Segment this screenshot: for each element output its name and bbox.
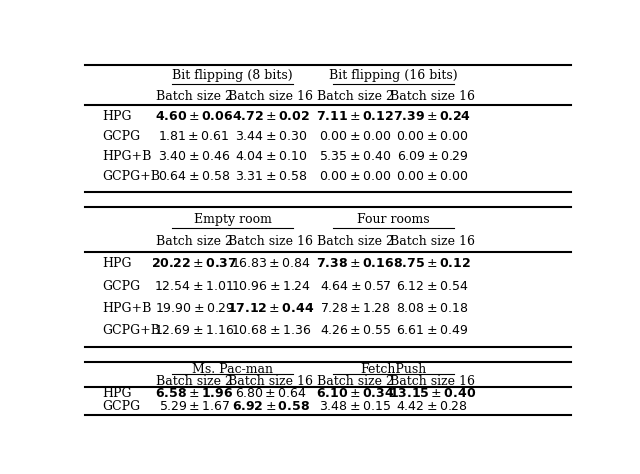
Text: $4.64 \pm 0.57$: $4.64 \pm 0.57$ bbox=[320, 280, 391, 292]
Text: FetchPush: FetchPush bbox=[360, 363, 427, 375]
Text: HPG: HPG bbox=[102, 387, 132, 400]
Text: Batch size 2: Batch size 2 bbox=[156, 235, 232, 248]
Text: $\mathbf{4.60} \pm \mathbf{0.06}$: $\mathbf{4.60} \pm \mathbf{0.06}$ bbox=[155, 110, 233, 123]
Text: $8.08 \pm 0.18$: $8.08 \pm 0.18$ bbox=[396, 302, 468, 315]
Text: Batch size 2: Batch size 2 bbox=[317, 375, 394, 388]
Text: $0.64 \pm 0.58$: $0.64 \pm 0.58$ bbox=[158, 170, 230, 183]
Text: $4.26 \pm 0.55$: $4.26 \pm 0.55$ bbox=[319, 324, 391, 337]
Text: Bit flipping (8 bits): Bit flipping (8 bits) bbox=[172, 70, 293, 82]
Text: GCPG: GCPG bbox=[102, 280, 140, 292]
Text: $6.12 \pm 0.54$: $6.12 \pm 0.54$ bbox=[396, 280, 468, 292]
Text: $6.80 \pm 0.64$: $6.80 \pm 0.64$ bbox=[235, 387, 307, 400]
Text: HPG: HPG bbox=[102, 257, 132, 270]
Text: $19.90 \pm 0.29$: $19.90 \pm 0.29$ bbox=[154, 302, 234, 315]
Text: $7.28 \pm 1.28$: $7.28 \pm 1.28$ bbox=[320, 302, 391, 315]
Text: $\mathbf{13.15} \pm \mathbf{0.40}$: $\mathbf{13.15} \pm \mathbf{0.40}$ bbox=[388, 387, 476, 400]
Text: HPG: HPG bbox=[102, 110, 132, 123]
Text: GCPG+B: GCPG+B bbox=[102, 170, 160, 183]
Text: $5.35 \pm 0.40$: $5.35 \pm 0.40$ bbox=[319, 150, 392, 163]
Text: $\mathbf{20.22} \pm \mathbf{0.37}$: $\mathbf{20.22} \pm \mathbf{0.37}$ bbox=[151, 257, 237, 270]
Text: HPG+B: HPG+B bbox=[102, 150, 152, 163]
Text: $\mathbf{4.72} \pm \mathbf{0.02}$: $\mathbf{4.72} \pm \mathbf{0.02}$ bbox=[232, 110, 310, 123]
Text: $16.83 \pm 0.84$: $16.83 \pm 0.84$ bbox=[231, 257, 310, 270]
Text: $3.31 \pm 0.58$: $3.31 \pm 0.58$ bbox=[235, 170, 307, 183]
Text: Batch size 16: Batch size 16 bbox=[228, 90, 314, 103]
Text: $\mathbf{6.92} \pm \mathbf{0.58}$: $\mathbf{6.92} \pm \mathbf{0.58}$ bbox=[232, 400, 310, 412]
Text: Empty room: Empty room bbox=[193, 213, 271, 226]
Text: Batch size 2: Batch size 2 bbox=[317, 235, 394, 248]
Text: Ms. Pac-man: Ms. Pac-man bbox=[192, 363, 273, 375]
Text: Batch size 2: Batch size 2 bbox=[156, 90, 232, 103]
Text: $10.96 \pm 1.24$: $10.96 \pm 1.24$ bbox=[231, 280, 311, 292]
Text: $4.42 \pm 0.28$: $4.42 \pm 0.28$ bbox=[396, 400, 468, 412]
Text: $\mathbf{6.10} \pm \mathbf{0.34}$: $\mathbf{6.10} \pm \mathbf{0.34}$ bbox=[316, 387, 394, 400]
Text: $0.00 \pm 0.00$: $0.00 \pm 0.00$ bbox=[396, 170, 468, 183]
Text: Batch size 2: Batch size 2 bbox=[156, 375, 232, 388]
Text: $\mathbf{7.38} \pm \mathbf{0.16}$: $\mathbf{7.38} \pm \mathbf{0.16}$ bbox=[316, 257, 394, 270]
Text: Batch size 16: Batch size 16 bbox=[390, 375, 475, 388]
Text: $\mathbf{17.12} \pm \mathbf{0.44}$: $\mathbf{17.12} \pm \mathbf{0.44}$ bbox=[227, 302, 314, 315]
Text: Batch size 16: Batch size 16 bbox=[390, 235, 475, 248]
Text: $12.54 \pm 1.01$: $12.54 \pm 1.01$ bbox=[154, 280, 234, 292]
Text: $0.00 \pm 0.00$: $0.00 \pm 0.00$ bbox=[319, 130, 392, 143]
Text: $3.48 \pm 0.15$: $3.48 \pm 0.15$ bbox=[319, 400, 391, 412]
Text: $3.44 \pm 0.30$: $3.44 \pm 0.30$ bbox=[235, 130, 307, 143]
Text: Bit flipping (16 bits): Bit flipping (16 bits) bbox=[330, 70, 458, 82]
Text: Batch size 16: Batch size 16 bbox=[390, 90, 475, 103]
Text: $0.00 \pm 0.00$: $0.00 \pm 0.00$ bbox=[396, 130, 468, 143]
Text: GCPG: GCPG bbox=[102, 130, 140, 143]
Text: $10.68 \pm 1.36$: $10.68 \pm 1.36$ bbox=[231, 324, 311, 337]
Text: $\mathbf{7.39} \pm \mathbf{0.24}$: $\mathbf{7.39} \pm \mathbf{0.24}$ bbox=[393, 110, 471, 123]
Text: $6.09 \pm 0.29$: $6.09 \pm 0.29$ bbox=[397, 150, 468, 163]
Text: $12.69 \pm 1.16$: $12.69 \pm 1.16$ bbox=[154, 324, 234, 337]
Text: $\mathbf{8.75} \pm \mathbf{0.12}$: $\mathbf{8.75} \pm \mathbf{0.12}$ bbox=[393, 257, 471, 270]
Text: $\mathbf{7.11} \pm \mathbf{0.12}$: $\mathbf{7.11} \pm \mathbf{0.12}$ bbox=[316, 110, 394, 123]
Text: $6.61 \pm 0.49$: $6.61 \pm 0.49$ bbox=[396, 324, 468, 337]
Text: $5.29 \pm 1.67$: $5.29 \pm 1.67$ bbox=[159, 400, 230, 412]
Text: GCPG+B: GCPG+B bbox=[102, 324, 160, 337]
Text: $3.40 \pm 0.46$: $3.40 \pm 0.46$ bbox=[158, 150, 230, 163]
Text: Batch size 16: Batch size 16 bbox=[228, 235, 314, 248]
Text: $0.00 \pm 0.00$: $0.00 \pm 0.00$ bbox=[319, 170, 392, 183]
Text: $\mathbf{6.58} \pm \mathbf{1.96}$: $\mathbf{6.58} \pm \mathbf{1.96}$ bbox=[155, 387, 233, 400]
Text: Batch size 2: Batch size 2 bbox=[317, 90, 394, 103]
Text: GCPG: GCPG bbox=[102, 400, 140, 412]
Text: $1.81 \pm 0.61$: $1.81 \pm 0.61$ bbox=[158, 130, 230, 143]
Text: Batch size 16: Batch size 16 bbox=[228, 375, 314, 388]
Text: HPG+B: HPG+B bbox=[102, 302, 152, 315]
Text: $4.04 \pm 0.10$: $4.04 \pm 0.10$ bbox=[235, 150, 307, 163]
Text: Four rooms: Four rooms bbox=[357, 213, 430, 226]
